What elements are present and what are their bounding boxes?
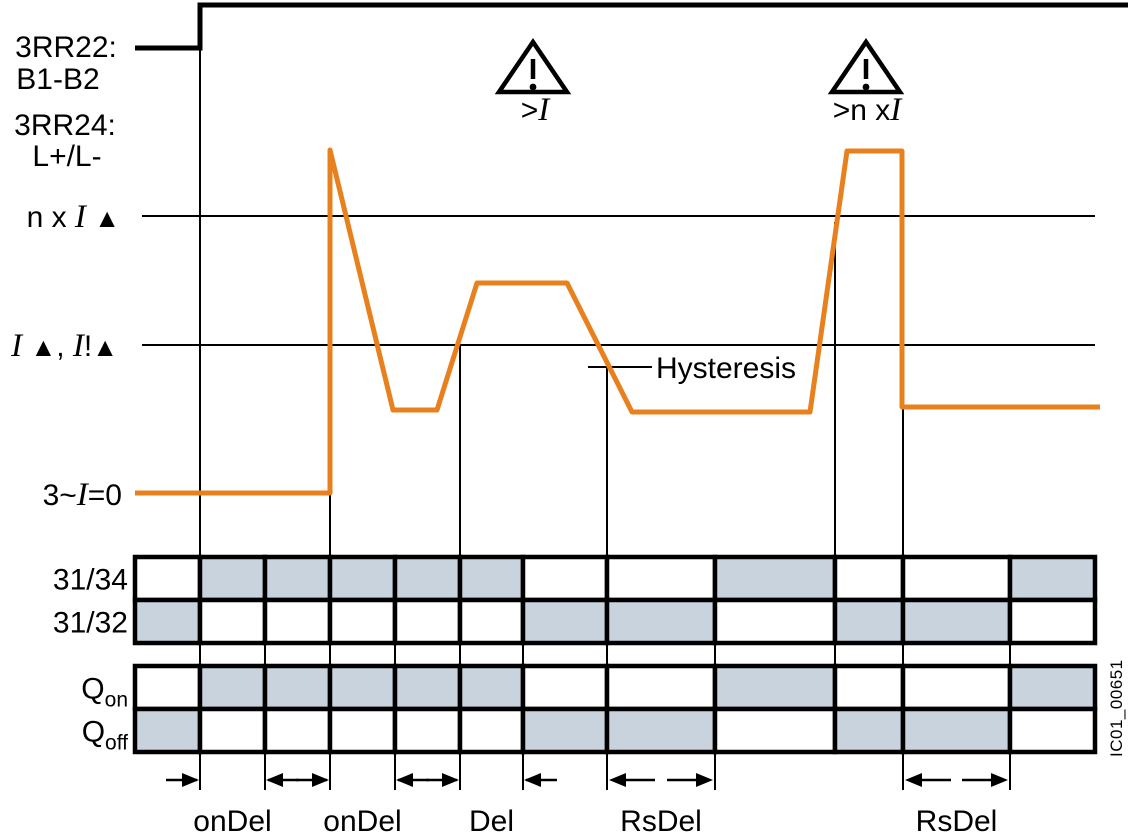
state-cell bbox=[604, 554, 718, 603]
state-cell bbox=[1007, 663, 1098, 712]
interval-annotation: RsDel bbox=[609, 773, 713, 838]
interval-annotation: onDel bbox=[166, 773, 299, 838]
interval-label: onDel bbox=[323, 805, 401, 838]
state-cell bbox=[712, 663, 838, 712]
state-cell bbox=[712, 554, 838, 603]
state-cell bbox=[457, 597, 526, 646]
row-label: 31/32 bbox=[53, 607, 128, 640]
interval-label: RsDel bbox=[620, 805, 702, 838]
state-cell bbox=[712, 597, 838, 646]
state-cell bbox=[832, 706, 906, 755]
exclamation-dot-icon bbox=[862, 83, 870, 91]
state-cell bbox=[457, 706, 526, 755]
event-lines bbox=[199, 48, 904, 753]
state-cell bbox=[900, 663, 1013, 712]
level-label: 3~I=0 bbox=[43, 477, 122, 513]
warning-triangle-icon bbox=[827, 37, 905, 95]
state-tables: 31/34 31/32 Qon Qoff bbox=[53, 554, 1098, 755]
row-label: 31/34 bbox=[53, 564, 128, 597]
level-label: I ▲, I!▲ bbox=[10, 328, 118, 364]
state-cell bbox=[900, 706, 1013, 755]
row-label: Qoff bbox=[82, 716, 128, 755]
state-cell bbox=[712, 706, 838, 755]
state-cell bbox=[132, 663, 203, 712]
state-cell bbox=[520, 663, 610, 712]
state-cell bbox=[197, 554, 268, 603]
state-cell bbox=[1007, 554, 1098, 603]
state-cell bbox=[1007, 706, 1098, 755]
supply-voltage-step bbox=[135, 2, 1128, 51]
state-cell bbox=[262, 597, 333, 646]
timing-intervals: onDel onDel Del RsDel RsDel bbox=[166, 773, 1008, 838]
state-cell bbox=[900, 597, 1013, 646]
exclamation-dot-icon bbox=[529, 83, 537, 91]
state-cell bbox=[392, 554, 463, 603]
image-id-watermark: IC01_00651 bbox=[1107, 659, 1126, 757]
warning-sign: >n xI bbox=[827, 37, 905, 128]
state-cell bbox=[604, 663, 718, 712]
state-cell bbox=[832, 663, 906, 712]
device-label-3rr24: 3RR24: bbox=[14, 109, 116, 142]
state-cell bbox=[520, 597, 610, 646]
state-cell bbox=[262, 706, 333, 755]
state-cell bbox=[392, 597, 463, 646]
state-cell bbox=[604, 597, 718, 646]
hysteresis-label: Hysteresis bbox=[656, 352, 796, 385]
state-cell bbox=[327, 597, 398, 646]
interval-annotation: RsDel bbox=[905, 773, 1008, 838]
level-label: n x I ▲ bbox=[27, 199, 120, 235]
state-cell bbox=[520, 706, 610, 755]
state-cell bbox=[520, 554, 610, 603]
state-cell bbox=[457, 554, 526, 603]
state-cell bbox=[327, 663, 398, 712]
interval-label: Del bbox=[469, 805, 514, 838]
interval-label: RsDel bbox=[916, 805, 998, 838]
device-label-3rr22: 3RR22: bbox=[15, 31, 117, 64]
interval-label: onDel bbox=[193, 805, 271, 838]
state-cell bbox=[832, 597, 906, 646]
terminal-label-b1b2: B1-B2 bbox=[16, 63, 99, 96]
state-cell bbox=[457, 663, 526, 712]
warning-sign: >I bbox=[494, 37, 572, 128]
terminal-label-lplus-lminus: L+/L- bbox=[32, 140, 101, 173]
interval-annotation: onDel bbox=[296, 773, 429, 838]
warning-threshold-label: >I bbox=[521, 92, 552, 128]
current-curve bbox=[135, 147, 1100, 496]
state-cell bbox=[262, 554, 333, 603]
threshold-lines bbox=[142, 215, 1095, 346]
state-cell bbox=[900, 554, 1013, 603]
state-cell bbox=[132, 554, 203, 603]
row-label: Qon bbox=[81, 673, 128, 712]
warning-signs: >I >n xI bbox=[494, 37, 905, 128]
state-cell bbox=[132, 706, 203, 755]
state-cell bbox=[197, 663, 268, 712]
interval-annotation: Del bbox=[426, 773, 557, 838]
state-cell bbox=[327, 706, 398, 755]
warning-triangle-icon bbox=[494, 37, 572, 95]
state-cell bbox=[392, 663, 463, 712]
state-cell bbox=[132, 597, 203, 646]
level-labels: n x I ▲ I ▲, I!▲ 3~I=0 bbox=[10, 199, 122, 513]
state-cell bbox=[327, 554, 398, 603]
state-cell bbox=[832, 554, 906, 603]
state-cell bbox=[197, 706, 268, 755]
state-cell bbox=[1007, 597, 1098, 646]
state-cell bbox=[604, 706, 718, 755]
state-cell bbox=[392, 706, 463, 755]
terminal-labels: 3RR22: B1-B2 3RR24: L+/L- bbox=[14, 31, 117, 173]
state-cell bbox=[197, 597, 268, 646]
state-cell bbox=[262, 663, 333, 712]
warning-threshold-label: >n xI bbox=[833, 92, 904, 128]
